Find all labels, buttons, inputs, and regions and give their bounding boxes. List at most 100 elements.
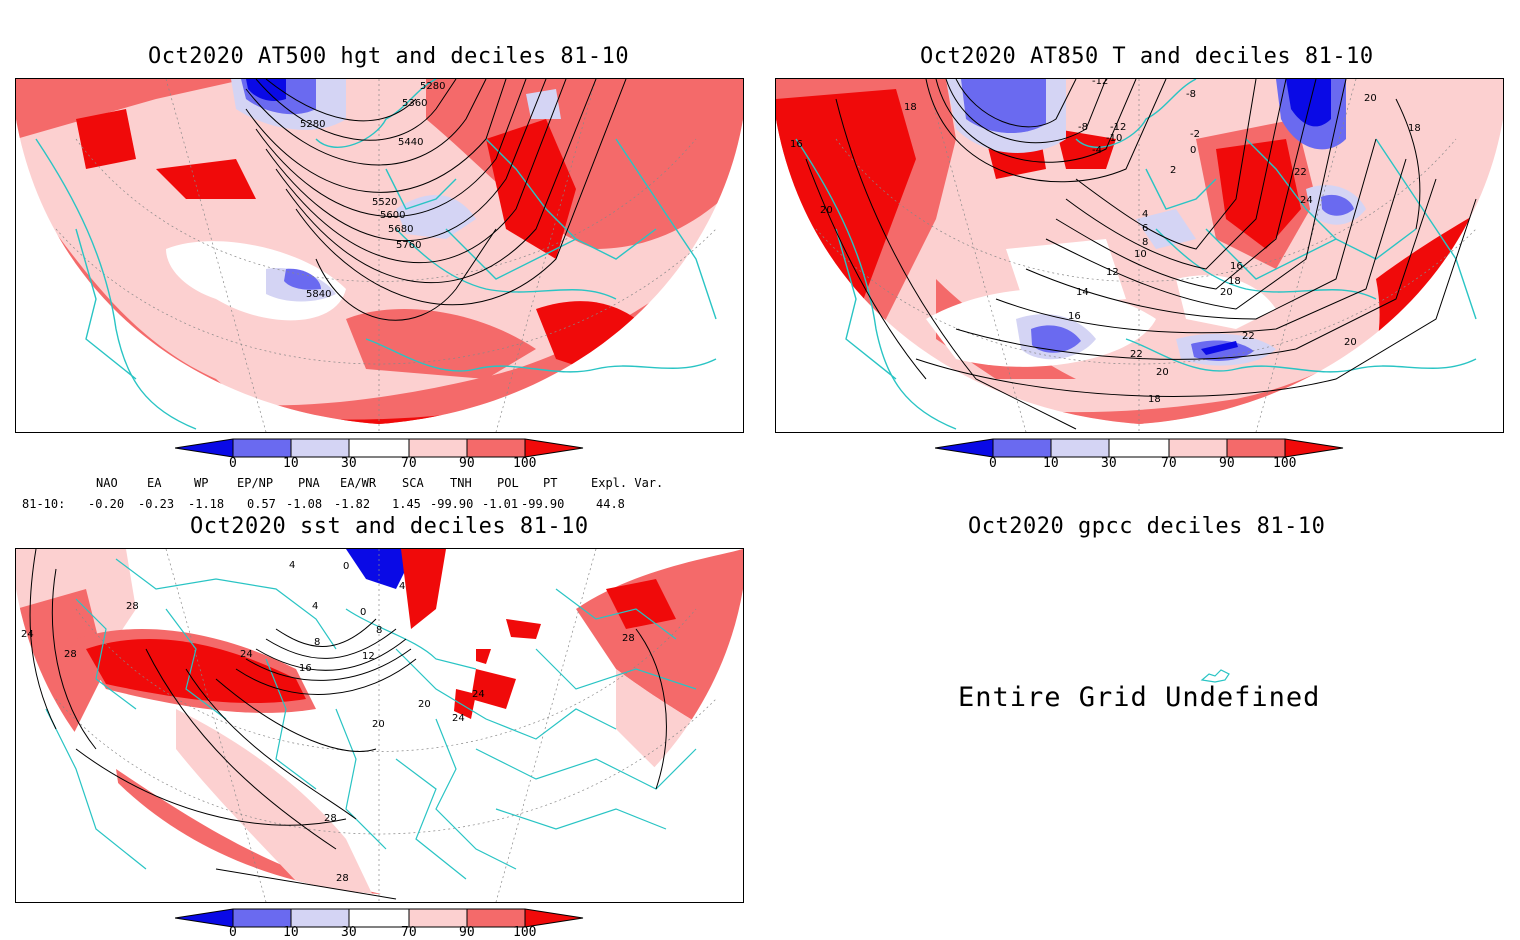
t850-contour-label: 20 [1344,337,1357,348]
sst-contour-label: 4 [289,560,295,571]
sst-contour-label: 4 [399,581,405,592]
sst-map: 4 0 4 28 4 0 8 24 8 28 24 12 16 28 20 20… [16,549,743,902]
sst-contour-label: 24 [472,689,485,700]
hgt-colorbar: 0 10 30 70 90 100 [174,438,585,478]
colorbar-swatches [174,438,584,458]
hgt-map: 5280 5360 5280 5440 5520 5600 5680 5760 … [16,79,743,432]
hgt-contour-label: 5280 [300,119,325,130]
index-header: EA/WR [340,476,377,490]
hgt-contour-label: 5840 [306,289,331,300]
index-value: 0.57 [247,497,276,511]
colorbar-tick-label: 70 [1161,456,1177,471]
sst-contour-label: 8 [376,625,382,636]
t850-contour-label: 18 [1148,394,1161,405]
gpcc-coast-fragment [1200,669,1230,683]
t850-panel-title: Oct2020 AT850 T and deciles 81-10 [920,44,1374,69]
t850-contour-label: 24 [1300,195,1313,206]
hgt-contour-label: 5440 [398,137,423,148]
t850-contour-label: 8 [1142,237,1148,248]
sst-contour-label: 24 [21,629,34,640]
t850-contour-label: -10 [1106,133,1122,144]
colorbar-tick-label: 0 [229,456,237,471]
hgt-contour-label: 5600 [380,210,405,221]
t850-contour-label: 14 [1076,287,1089,298]
index-value: -0.23 [138,497,175,511]
sst-contour-label: 16 [299,663,312,674]
index-header: EP/NP [237,476,274,490]
gpcc-map-panel: Entire Grid Undefined [775,548,1502,901]
colorbar-tick-label: 90 [459,456,475,471]
index-header: POL [497,476,519,490]
colorbar-tick-label: 90 [1219,456,1235,471]
sst-contour-label: 28 [64,649,77,660]
t850-contour-label: -8 [1186,89,1196,100]
index-header: PT [543,476,558,490]
sst-contour-label: 20 [372,719,385,730]
t850-colorbar: 0 10 30 70 90 100 [934,438,1345,478]
hgt-contour-label: 5280 [420,81,445,92]
sst-map-panel: 4 0 4 28 4 0 8 24 8 28 24 12 16 28 20 20… [15,548,744,903]
t850-contour-label: 18 [1408,123,1421,134]
t850-contour-label: -4 [1092,145,1102,156]
t850-contour-label: 10 [1134,249,1147,260]
colorbar-tick-label: 10 [283,925,299,940]
gpcc-panel-title: Oct2020 gpcc deciles 81-10 [968,514,1326,539]
t850-contour-label: 20 [1364,93,1377,104]
colorbar-swatches [174,908,584,928]
t850-contour-label: 12 [1106,267,1119,278]
sst-panel-title: Oct2020 sst and deciles 81-10 [190,514,589,539]
sst-contour-label: 28 [336,873,349,884]
index-value: 44.8 [596,497,625,511]
colorbar-tick-label: 10 [283,456,299,471]
sst-contour-label: 20 [418,699,431,710]
t850-contour-label: 16 [1068,311,1081,322]
index-header: PNA [298,476,320,490]
index-value: -0.20 [88,497,125,511]
index-value: -1.01 [482,497,519,511]
hgt-contour-label: 5680 [388,224,413,235]
colorbar-tick-label: 30 [341,925,357,940]
t850-contour-label: 20 [1220,287,1233,298]
t850-contour-label: 0 [1190,145,1196,156]
index-row-label: 81-10: [22,497,66,511]
index-header: SCA [402,476,424,490]
index-value: -1.18 [188,497,225,511]
index-header: WP [194,476,209,490]
colorbar-tick-label: 0 [229,925,237,940]
sst-contour-label: 4 [312,601,318,612]
colorbar-tick-label: 0 [989,456,997,471]
index-value: -1.82 [334,497,371,511]
sst-contour-label: 0 [360,607,366,618]
t850-contour-label: 18 [1228,276,1241,287]
index-value: -1.08 [286,497,323,511]
sst-contour-label: 28 [126,601,139,612]
t850-contour-label: 20 [820,205,833,216]
t850-contour-label: 20 [1156,367,1169,378]
sst-contour-label: 0 [343,561,349,572]
index-value: -99.90 [430,497,474,511]
colorbar-tick-label: 70 [401,456,417,471]
undefined-grid-message: Entire Grid Undefined [958,682,1321,713]
index-header-row: NAO EA WP EP/NP PNA EA/WR SCA TNH POL PT… [0,476,760,492]
t850-map: -12 -8 18 -8 -12 -2 20 18 16 -4 0 -10 2 … [776,79,1503,432]
index-header: EA [147,476,162,490]
t850-contour-label: 6 [1142,223,1148,234]
colorbar-tick-label: 100 [1273,456,1297,471]
index-value: 1.45 [392,497,421,511]
colorbar-swatches [934,438,1344,458]
sst-contour-label: 28 [622,633,635,644]
hgt-contour-label: 5520 [372,197,397,208]
hgt-contour-label: 5360 [402,98,427,109]
t850-contour-label: -2 [1190,129,1200,140]
t850-contour-label: 4 [1142,209,1148,220]
colorbar-tick-label: 100 [513,925,537,940]
sst-contour-label: 24 [240,649,253,660]
colorbar-tick-label: 100 [513,456,537,471]
colorbar-tick-label: 30 [1101,456,1117,471]
colorbar-tick-label: 90 [459,925,475,940]
t850-contour-label: -12 [1110,122,1126,133]
sst-contour-label: 12 [362,651,375,662]
t850-contour-label: 22 [1294,167,1307,178]
index-value-row: 81-10: -0.20 -0.23 -1.18 0.57 -1.08 -1.8… [0,497,760,513]
colorbar-tick-label: 30 [341,456,357,471]
